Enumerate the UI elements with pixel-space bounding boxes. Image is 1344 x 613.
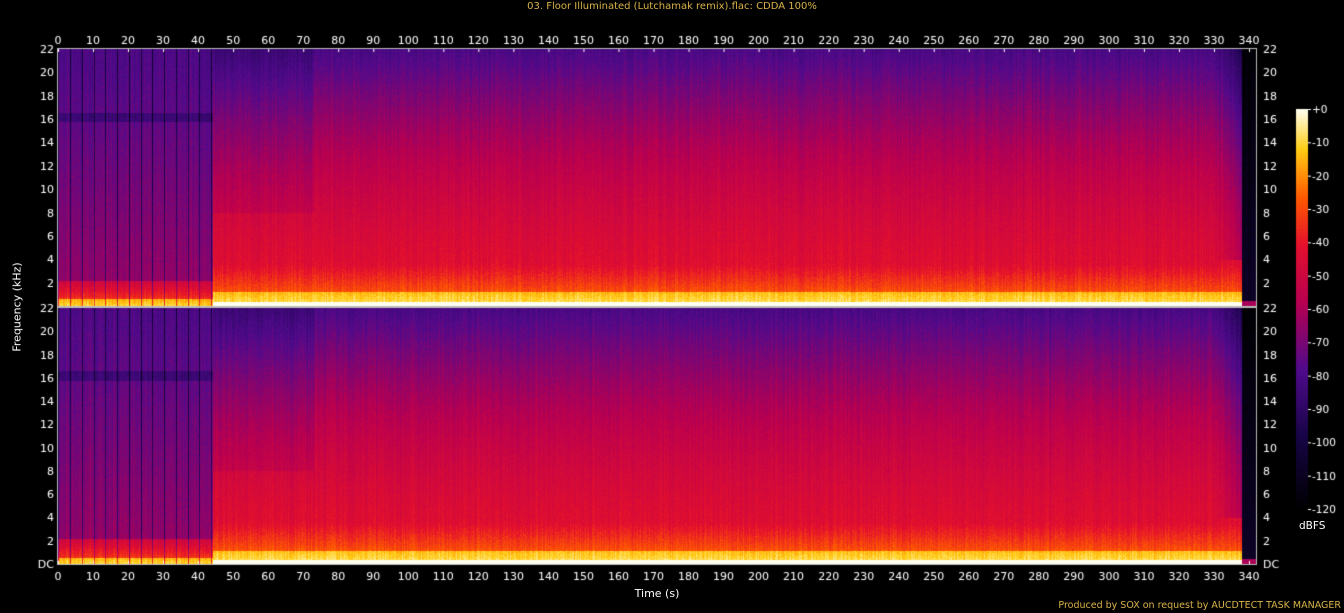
- y-axis-label: Frequency (kHz): [10, 262, 24, 352]
- colorbar-unit: dBFS: [1299, 520, 1326, 532]
- chart-title: 03. Floor Illuminated (Lutchamak remix).…: [527, 1, 817, 12]
- x-axis-label: Time (s): [634, 587, 680, 600]
- credit-text: Produced by SOX on request by AUCDTECT T…: [1058, 600, 1341, 611]
